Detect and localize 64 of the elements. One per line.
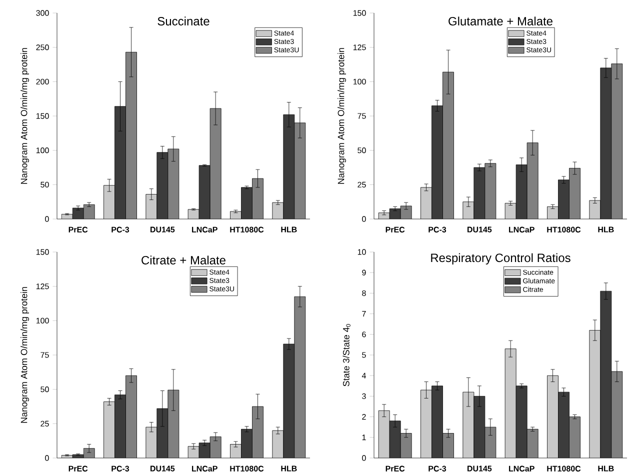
y-tick-label: 7 bbox=[362, 311, 366, 317]
y-tick-label: 9 bbox=[362, 270, 366, 276]
y-tick-label: 8 bbox=[362, 290, 366, 296]
y-tick-label: 200 bbox=[36, 78, 49, 84]
x-tick-label: HT1080C bbox=[547, 226, 581, 232]
y-tick-label: 1 bbox=[362, 434, 366, 440]
y-tick-label: 50 bbox=[40, 386, 49, 392]
y-tick-label: 0 bbox=[45, 455, 49, 461]
chart-title: Glutamate + Malate bbox=[448, 16, 552, 26]
y-tick-label: 100 bbox=[353, 78, 366, 84]
x-tick-label: DU145 bbox=[150, 466, 175, 472]
y-axis-title: Nanogram Atom O/min/mg protein bbox=[20, 48, 29, 184]
y-tick-label: 300 bbox=[36, 10, 49, 16]
y-tick-label: 10 bbox=[358, 249, 366, 255]
x-tick-label: HT1080C bbox=[230, 226, 264, 232]
y-tick-label: 100 bbox=[36, 318, 49, 324]
x-tick-label: LNCaP bbox=[509, 226, 534, 232]
x-tick-label: PC-3 bbox=[428, 466, 446, 472]
y-tick-label: 125 bbox=[353, 44, 366, 50]
y-tick-label: 6 bbox=[362, 332, 366, 338]
y-tick-label: 250 bbox=[36, 44, 49, 50]
y-axis-title: Nanogram Atom O/min/mg protein bbox=[338, 48, 346, 184]
y-tick-label: 25 bbox=[40, 420, 49, 426]
y-tick-label: 0 bbox=[45, 216, 49, 222]
y-tick-label: 2 bbox=[362, 414, 366, 420]
y-tick-label: 50 bbox=[40, 182, 49, 188]
y-tick-label: 0 bbox=[362, 216, 366, 222]
x-tick-label: HLB bbox=[281, 466, 297, 472]
y-axis-title: Nanogram Atom O/min/mg protein bbox=[20, 287, 29, 423]
chart-title: Citrate + Malate bbox=[142, 256, 226, 264]
x-tick-label: HLB bbox=[598, 226, 614, 232]
x-tick-label: DU145 bbox=[468, 466, 492, 472]
y-tick-label: 150 bbox=[36, 113, 49, 119]
y-tick-label: 75 bbox=[358, 113, 366, 119]
y-tick-label: 4 bbox=[362, 372, 366, 378]
x-tick-label: PC-3 bbox=[112, 226, 130, 232]
x-tick-label: HLB bbox=[598, 466, 614, 472]
x-tick-label: PrEC bbox=[68, 466, 88, 472]
x-tick-label: LNCaP bbox=[192, 466, 218, 472]
x-tick-label: PrEC bbox=[386, 226, 405, 232]
chart-title: Respiratory Control Ratios bbox=[431, 253, 570, 264]
y-axis-title: State 3/State 4$_{0}$ bbox=[342, 324, 350, 386]
x-tick-label: PrEC bbox=[386, 466, 405, 472]
y-tick-label: 100 bbox=[36, 148, 49, 154]
x-tick-label: HT1080C bbox=[230, 466, 264, 472]
x-tick-label: HLB bbox=[281, 226, 297, 232]
x-tick-label: PrEC bbox=[68, 226, 88, 232]
y-tick-label: 125 bbox=[36, 284, 49, 290]
y-tick-label: 5 bbox=[362, 352, 366, 358]
x-tick-label: LNCaP bbox=[192, 226, 218, 232]
x-tick-label: PC-3 bbox=[112, 466, 130, 472]
y-tick-label: 25 bbox=[358, 182, 366, 188]
x-tick-label: HT1080C bbox=[547, 466, 581, 472]
y-tick-label: 3 bbox=[362, 393, 366, 400]
x-tick-label: DU145 bbox=[150, 226, 175, 232]
x-tick-label: LNCaP bbox=[509, 466, 534, 472]
chart-title: Succinate bbox=[158, 16, 210, 26]
y-tick-label: 75 bbox=[40, 352, 49, 358]
y-tick-label: 0 bbox=[362, 455, 366, 461]
y-tick-label: 150 bbox=[36, 249, 49, 255]
x-tick-label: PC-3 bbox=[428, 226, 446, 232]
y-tick-label: 150 bbox=[353, 10, 366, 16]
x-tick-label: DU145 bbox=[468, 226, 492, 232]
y-tick-label: 50 bbox=[358, 148, 366, 154]
